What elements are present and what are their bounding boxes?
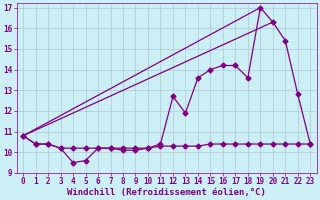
X-axis label: Windchill (Refroidissement éolien,°C): Windchill (Refroidissement éolien,°C): [67, 188, 266, 197]
